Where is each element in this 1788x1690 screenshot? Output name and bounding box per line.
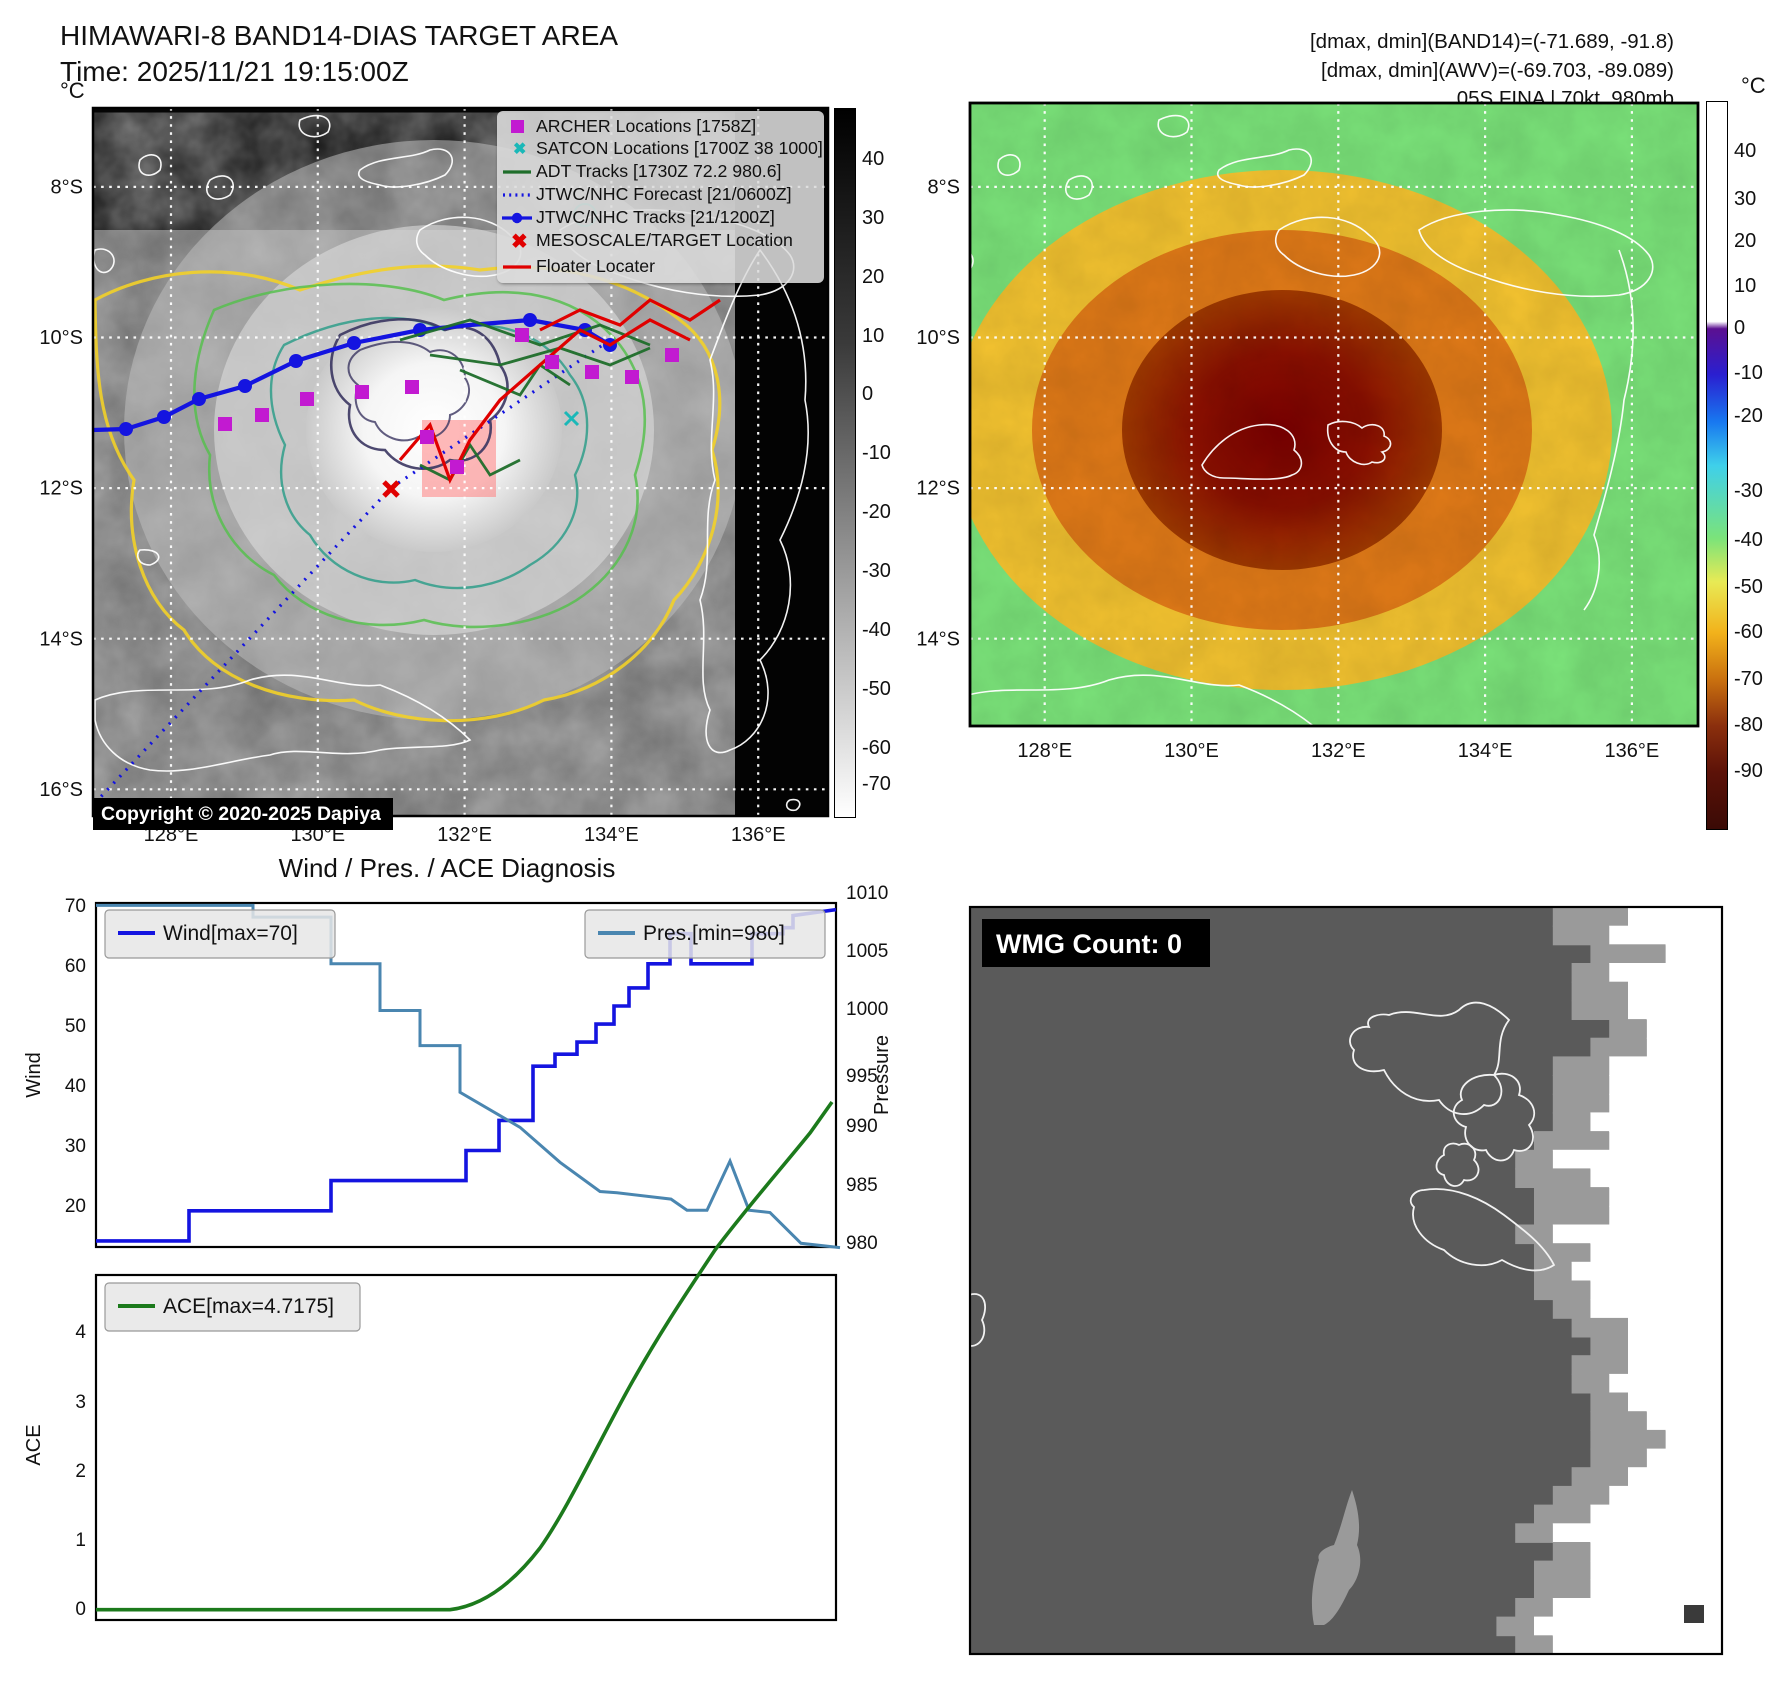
svg-text:4: 4	[75, 1322, 86, 1343]
svg-text:-20: -20	[862, 501, 891, 523]
svg-text:Wind[max=70]: Wind[max=70]	[163, 922, 298, 945]
svg-text:ACE[max=4.7175]: ACE[max=4.7175]	[163, 1295, 334, 1318]
svg-text:10: 10	[862, 325, 884, 347]
svg-text:132°E: 132°E	[437, 824, 492, 845]
svg-text:-70: -70	[862, 773, 891, 795]
svg-text:10°S: 10°S	[916, 327, 960, 349]
svg-text:1005: 1005	[846, 941, 888, 962]
svg-text:50: 50	[65, 1016, 86, 1037]
svg-text:30: 30	[862, 207, 884, 229]
svg-text:136°E: 136°E	[1605, 740, 1660, 762]
svg-text:ACE: ACE	[23, 1424, 45, 1465]
svg-text:10°S: 10°S	[39, 327, 83, 349]
svg-text:40: 40	[65, 1076, 86, 1097]
svg-text:1: 1	[75, 1530, 86, 1551]
svg-text:-40: -40	[862, 619, 891, 641]
svg-text:Pres.[min=980]: Pres.[min=980]	[643, 922, 785, 945]
svg-text:2: 2	[75, 1461, 86, 1482]
svg-text:-60: -60	[862, 737, 891, 759]
svg-text:-10: -10	[862, 442, 891, 464]
svg-text:134°E: 134°E	[1458, 740, 1513, 762]
svg-text:0: 0	[75, 1599, 86, 1620]
svg-text:30: 30	[65, 1136, 86, 1157]
svg-text:Pressure: Pressure	[871, 1035, 893, 1115]
svg-text:128°E: 128°E	[1017, 740, 1072, 762]
svg-text:8°S: 8°S	[51, 177, 83, 199]
svg-text:8°S: 8°S	[928, 177, 960, 199]
svg-text:132°E: 132°E	[1311, 740, 1366, 762]
svg-text:985: 985	[846, 1175, 878, 1196]
svg-text:40: 40	[862, 148, 884, 170]
svg-text:12°S: 12°S	[916, 478, 960, 500]
svg-text:1000: 1000	[846, 999, 888, 1020]
svg-text:70: 70	[65, 896, 86, 917]
svg-text:136°E: 136°E	[731, 824, 786, 845]
svg-text:1010: 1010	[846, 883, 888, 904]
svg-text:12°S: 12°S	[39, 478, 83, 500]
svg-text:-50: -50	[862, 678, 891, 700]
svg-text:990: 990	[846, 1116, 878, 1137]
svg-text:14°S: 14°S	[39, 628, 83, 650]
svg-text:0: 0	[862, 383, 873, 405]
svg-text:3: 3	[75, 1392, 86, 1413]
svg-text:Wind: Wind	[23, 1052, 45, 1098]
svg-text:20: 20	[862, 266, 884, 288]
svg-text:134°E: 134°E	[584, 824, 639, 845]
svg-text:WMG Count: 0: WMG Count: 0	[996, 929, 1182, 959]
svg-text:60: 60	[65, 956, 86, 977]
svg-text:130°E: 130°E	[1164, 740, 1219, 762]
svg-text:14°S: 14°S	[916, 628, 960, 650]
svg-text:980: 980	[846, 1233, 878, 1254]
svg-text:16°S: 16°S	[39, 779, 83, 801]
svg-text:-30: -30	[862, 560, 891, 582]
svg-text:20: 20	[65, 1196, 86, 1217]
